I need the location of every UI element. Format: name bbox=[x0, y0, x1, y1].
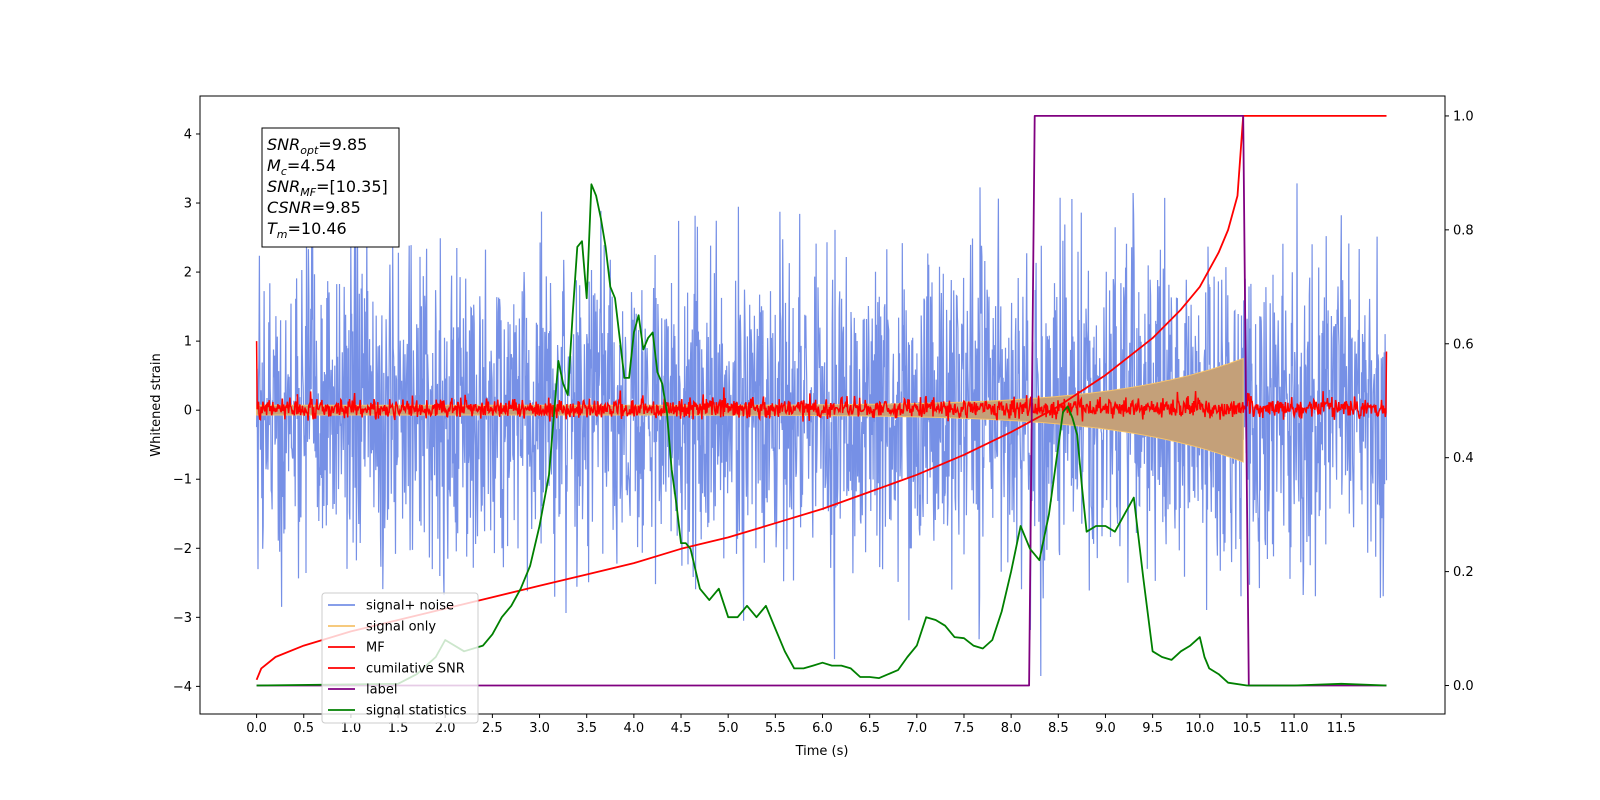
x-tick-label: 11.0 bbox=[1280, 721, 1309, 736]
y-right-tick-label: 0.0 bbox=[1453, 679, 1474, 694]
x-tick-label: 9.0 bbox=[1095, 721, 1116, 736]
y-right-tick-label: 0.8 bbox=[1453, 223, 1474, 238]
y-tick-label: −4 bbox=[173, 680, 192, 695]
x-tick-label: 5.0 bbox=[718, 721, 739, 736]
x-tick-label: 8.5 bbox=[1048, 721, 1069, 736]
legend-label: signal only bbox=[366, 620, 436, 635]
x-tick-label: 4.0 bbox=[624, 721, 645, 736]
y-right-tick-label: 1.0 bbox=[1453, 109, 1474, 124]
legend: signal+ noise signal only MF cumilative SNR… bbox=[321, 592, 479, 724]
y-tick-label: −1 bbox=[173, 473, 192, 488]
x-tick-label: 0.5 bbox=[293, 721, 314, 736]
series-mf bbox=[255, 341, 1388, 422]
x-tick-label: 2.0 bbox=[435, 721, 456, 736]
x-axis: 0.0 0.5 1.0 1.5 2.0 2.5 3.0 3.5 4.0 4.5 5.0 5.5 6.0 6… bbox=[246, 714, 1356, 736]
series-layer bbox=[255, 115, 1388, 687]
y-tick-label: −3 bbox=[173, 611, 192, 626]
y-right-tick-label: 0.2 bbox=[1453, 565, 1474, 580]
x-axis-label: Time (s) bbox=[795, 744, 849, 759]
x-tick-label: 6.5 bbox=[859, 721, 880, 736]
x-tick-label: 0.0 bbox=[246, 721, 267, 736]
legend-label: signal statistics bbox=[366, 704, 467, 719]
x-tick-label: 7.5 bbox=[954, 721, 975, 736]
x-tick-label: 4.5 bbox=[671, 721, 692, 736]
y-axis-label: Whitened strain bbox=[149, 353, 164, 456]
x-tick-label: 8.0 bbox=[1001, 721, 1022, 736]
y-tick-label: −2 bbox=[173, 542, 192, 557]
x-tick-label: 1.5 bbox=[388, 721, 409, 736]
x-tick-label: 1.0 bbox=[341, 721, 362, 736]
info-box-line: CSNR=9.85 bbox=[267, 198, 361, 217]
y-tick-label: 4 bbox=[184, 127, 192, 142]
info-box-line: SNRMF=[10.35] bbox=[267, 177, 388, 199]
x-tick-label: 2.5 bbox=[482, 721, 503, 736]
legend-label: signal+ noise bbox=[366, 599, 454, 614]
info-box-line: Tm=10.46 bbox=[267, 219, 347, 241]
x-tick-label: 10.5 bbox=[1232, 721, 1261, 736]
legend-label: cumilative SNR bbox=[366, 662, 465, 677]
legend-label: label bbox=[366, 683, 397, 698]
info-box: SNRopt=9.85Mc=4.54SNRMF=[10.35]CSNR=9.85… bbox=[261, 127, 400, 248]
y-axis-left: −4 −3 −2 −1 0 1 2 3 4 bbox=[173, 127, 200, 695]
x-tick-label: 11.5 bbox=[1327, 721, 1356, 736]
y-tick-label: 3 bbox=[184, 197, 192, 212]
x-tick-label: 7.0 bbox=[906, 721, 927, 736]
legend-frame bbox=[321, 592, 479, 724]
x-tick-label: 3.5 bbox=[576, 721, 597, 736]
y-right-tick-label: 0.4 bbox=[1453, 451, 1474, 466]
legend-label: MF bbox=[366, 641, 385, 656]
y-tick-label: 0 bbox=[184, 404, 192, 419]
y-tick-label: 2 bbox=[184, 266, 192, 281]
series-signal-statistics bbox=[256, 183, 1387, 687]
info-box-frame bbox=[261, 127, 400, 248]
y-axis-right: 0.0 0.2 0.4 0.6 0.8 1.0 bbox=[1445, 109, 1474, 694]
y-tick-label: 1 bbox=[184, 335, 192, 350]
info-box-line: SNRopt=9.85 bbox=[267, 135, 367, 157]
x-tick-label: 9.5 bbox=[1142, 721, 1163, 736]
x-tick-label: 10.0 bbox=[1185, 721, 1214, 736]
x-tick-label: 6.0 bbox=[812, 721, 833, 736]
y-right-tick-label: 0.6 bbox=[1453, 337, 1474, 352]
x-tick-label: 5.5 bbox=[765, 721, 786, 736]
x-tick-label: 3.0 bbox=[529, 721, 550, 736]
info-box-line: Mc=4.54 bbox=[267, 156, 336, 178]
